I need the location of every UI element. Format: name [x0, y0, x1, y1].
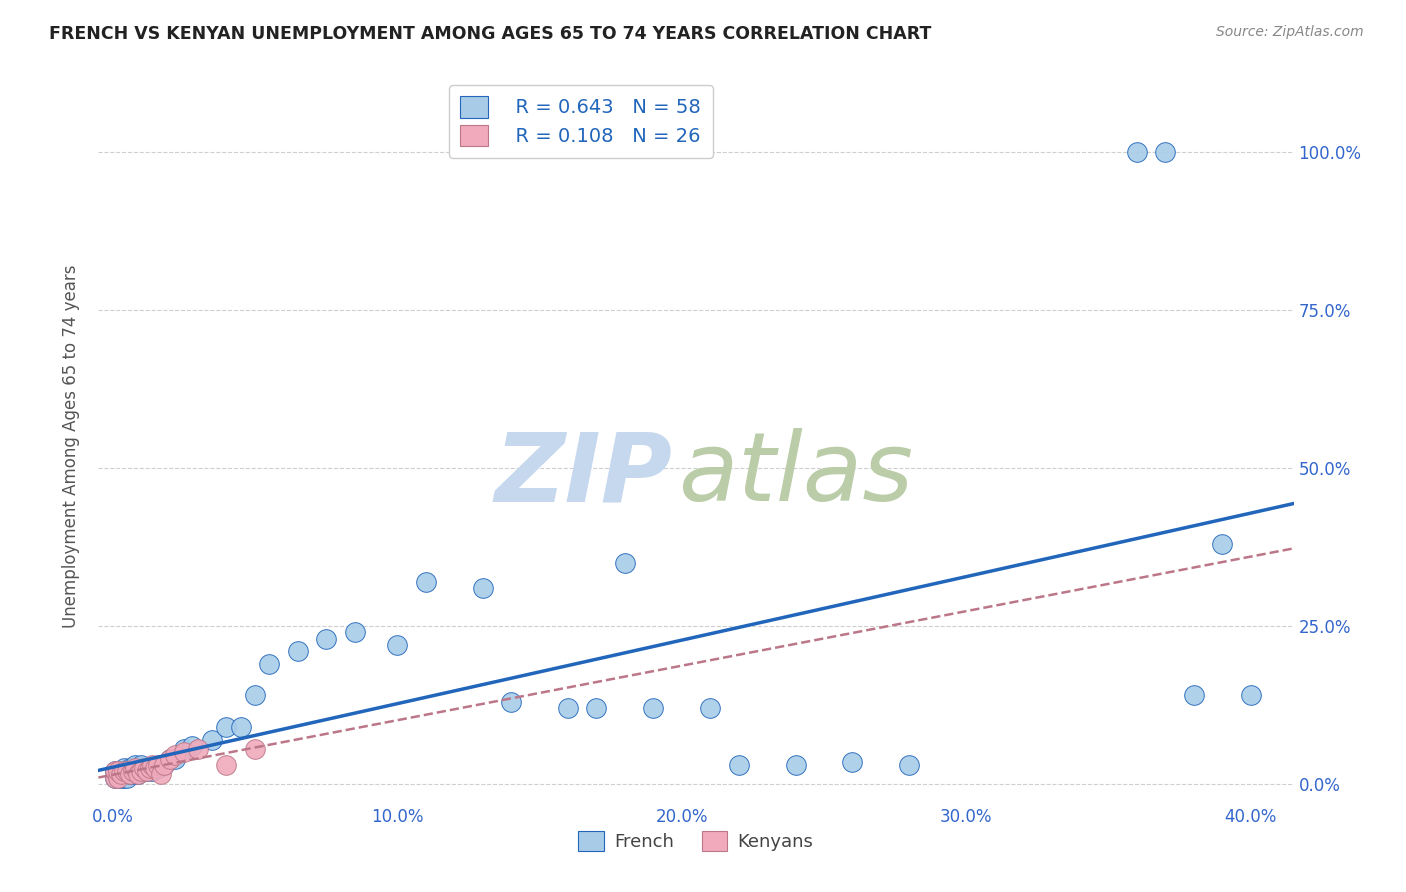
Point: [165, 751, 187, 765]
Point: [165, 748, 187, 763]
Point: [124, 764, 146, 779]
Point: [181, 739, 204, 753]
Point: [499, 695, 522, 709]
Point: [121, 761, 143, 775]
Point: [129, 764, 152, 779]
Point: [135, 764, 157, 779]
Point: [150, 758, 173, 772]
Point: [110, 771, 132, 785]
Point: [127, 767, 149, 781]
Point: [112, 761, 135, 775]
Point: [104, 771, 127, 785]
Point: [115, 771, 138, 785]
Point: [118, 767, 141, 781]
Point: [343, 625, 366, 640]
Point: [727, 758, 749, 772]
Point: [118, 761, 141, 775]
Point: [699, 701, 721, 715]
Point: [135, 764, 157, 779]
Point: [173, 742, 195, 756]
Point: [132, 761, 155, 775]
Point: [127, 761, 149, 775]
Point: [643, 701, 665, 715]
Point: [124, 761, 146, 775]
Point: [159, 751, 181, 765]
Point: [121, 767, 143, 781]
Point: [110, 767, 132, 781]
Point: [129, 758, 152, 772]
Point: [1211, 537, 1233, 551]
Legend: French, Kenyans: French, Kenyans: [571, 823, 821, 858]
Point: [153, 758, 176, 772]
Point: [153, 758, 176, 772]
Point: [141, 758, 163, 772]
Point: [243, 742, 266, 756]
Point: [110, 764, 132, 779]
Point: [124, 758, 146, 772]
Point: [287, 644, 309, 658]
Point: [143, 761, 166, 775]
Point: [1240, 689, 1263, 703]
Point: [898, 758, 921, 772]
Point: [201, 732, 224, 747]
Text: Source: ZipAtlas.com: Source: ZipAtlas.com: [1216, 25, 1364, 39]
Point: [187, 742, 209, 756]
Point: [104, 764, 127, 779]
Point: [150, 767, 173, 781]
Point: [143, 761, 166, 775]
Y-axis label: Unemployment Among Ages 65 to 74 years: Unemployment Among Ages 65 to 74 years: [62, 264, 80, 628]
Point: [215, 758, 238, 772]
Point: [257, 657, 280, 671]
Point: [107, 771, 129, 785]
Point: [112, 771, 135, 785]
Point: [104, 764, 127, 779]
Point: [127, 767, 149, 781]
Point: [613, 556, 636, 570]
Point: [159, 751, 181, 765]
Point: [243, 689, 266, 703]
Point: [841, 755, 863, 769]
Point: [115, 764, 138, 779]
Point: [107, 764, 129, 779]
Point: [138, 761, 160, 775]
Point: [132, 764, 155, 779]
Point: [215, 720, 238, 734]
Point: [115, 764, 138, 779]
Text: FRENCH VS KENYAN UNEMPLOYMENT AMONG AGES 65 TO 74 YEARS CORRELATION CHART: FRENCH VS KENYAN UNEMPLOYMENT AMONG AGES…: [49, 25, 932, 43]
Point: [229, 720, 252, 734]
Point: [1154, 145, 1177, 160]
Point: [118, 767, 141, 781]
Point: [107, 764, 129, 779]
Text: ZIP: ZIP: [494, 428, 672, 521]
Point: [315, 632, 337, 646]
Point: [148, 761, 170, 775]
Point: [112, 764, 135, 779]
Point: [107, 771, 129, 785]
Point: [557, 701, 579, 715]
Point: [585, 701, 607, 715]
Point: [138, 761, 160, 775]
Point: [173, 745, 195, 759]
Point: [415, 574, 437, 589]
Point: [385, 638, 409, 652]
Point: [785, 758, 807, 772]
Point: [121, 764, 143, 779]
Point: [1126, 145, 1149, 160]
Point: [104, 771, 127, 785]
Point: [471, 581, 494, 595]
Text: atlas: atlas: [678, 428, 912, 521]
Point: [129, 764, 152, 779]
Point: [148, 758, 170, 772]
Point: [1182, 689, 1205, 703]
Point: [141, 764, 163, 779]
